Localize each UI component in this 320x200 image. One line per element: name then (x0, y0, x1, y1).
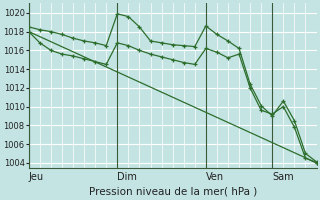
X-axis label: Pression niveau de la mer( hPa ): Pression niveau de la mer( hPa ) (89, 187, 257, 197)
